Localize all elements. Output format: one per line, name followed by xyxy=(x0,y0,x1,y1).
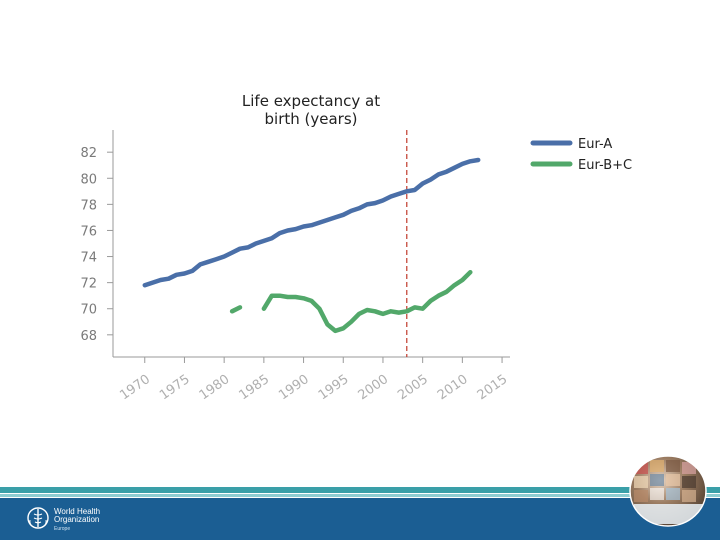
axes xyxy=(112,130,510,358)
y-tick-label: 74 xyxy=(80,251,97,266)
footer-bar xyxy=(0,498,720,540)
chart-title-line-2: birth (years) xyxy=(264,110,358,128)
x-tick-label: 1980 xyxy=(197,372,233,403)
chart-title-line-1: Life expectancy at xyxy=(241,92,381,110)
who-emblem-icon xyxy=(27,507,49,529)
series-line-eur-a xyxy=(142,157,481,288)
x-tick-label: 1995 xyxy=(316,372,352,403)
who-logo: World Health Organization Europe xyxy=(26,506,176,536)
x-tick-label: 1985 xyxy=(236,372,272,403)
footer-stripe-light xyxy=(0,494,720,497)
y-ticks: 68 70 72 74 76 78 80 82 xyxy=(80,146,113,344)
y-tick-label: 76 xyxy=(80,224,97,239)
chart-title: Life expectancy at birth (years) xyxy=(206,92,416,128)
legend-label-eur-a: Eur-A xyxy=(578,137,612,152)
y-tick-label: 82 xyxy=(80,146,97,161)
legend: Eur-A Eur-B+C xyxy=(530,137,632,173)
x-tick-label: 1990 xyxy=(276,372,312,403)
y-tick-label: 80 xyxy=(80,172,97,187)
x-tick-label: 2000 xyxy=(356,372,392,403)
series-group xyxy=(142,157,481,334)
series-line-eur-bc xyxy=(261,269,473,334)
life-expectancy-chart: 68 70 72 74 76 78 80 82 1970 1975 1980 1985 1990 199… xyxy=(80,130,632,403)
series-line-eur-bc xyxy=(229,305,243,314)
legend-label-eur-bc: Eur-B+C xyxy=(578,158,632,173)
globe-photo-icon xyxy=(629,455,707,527)
y-tick-label: 70 xyxy=(80,303,97,318)
y-tick-label: 78 xyxy=(80,198,97,213)
x-tick-label: 2005 xyxy=(395,372,431,403)
x-tick-label: 2010 xyxy=(435,372,471,403)
y-tick-label: 72 xyxy=(80,277,97,292)
x-ticks: 1970 1975 1980 1985 1990 1995 2000 2005 2010 2015 xyxy=(117,357,510,403)
y-tick-label: 68 xyxy=(80,329,97,344)
x-tick-label: 2015 xyxy=(475,372,511,403)
who-name: World Health Organization xyxy=(54,507,101,524)
who-region: Europe xyxy=(54,526,71,532)
x-tick-label: 1970 xyxy=(117,372,153,403)
footer-stripe-teal xyxy=(0,487,720,493)
x-tick-label: 1975 xyxy=(157,372,193,403)
